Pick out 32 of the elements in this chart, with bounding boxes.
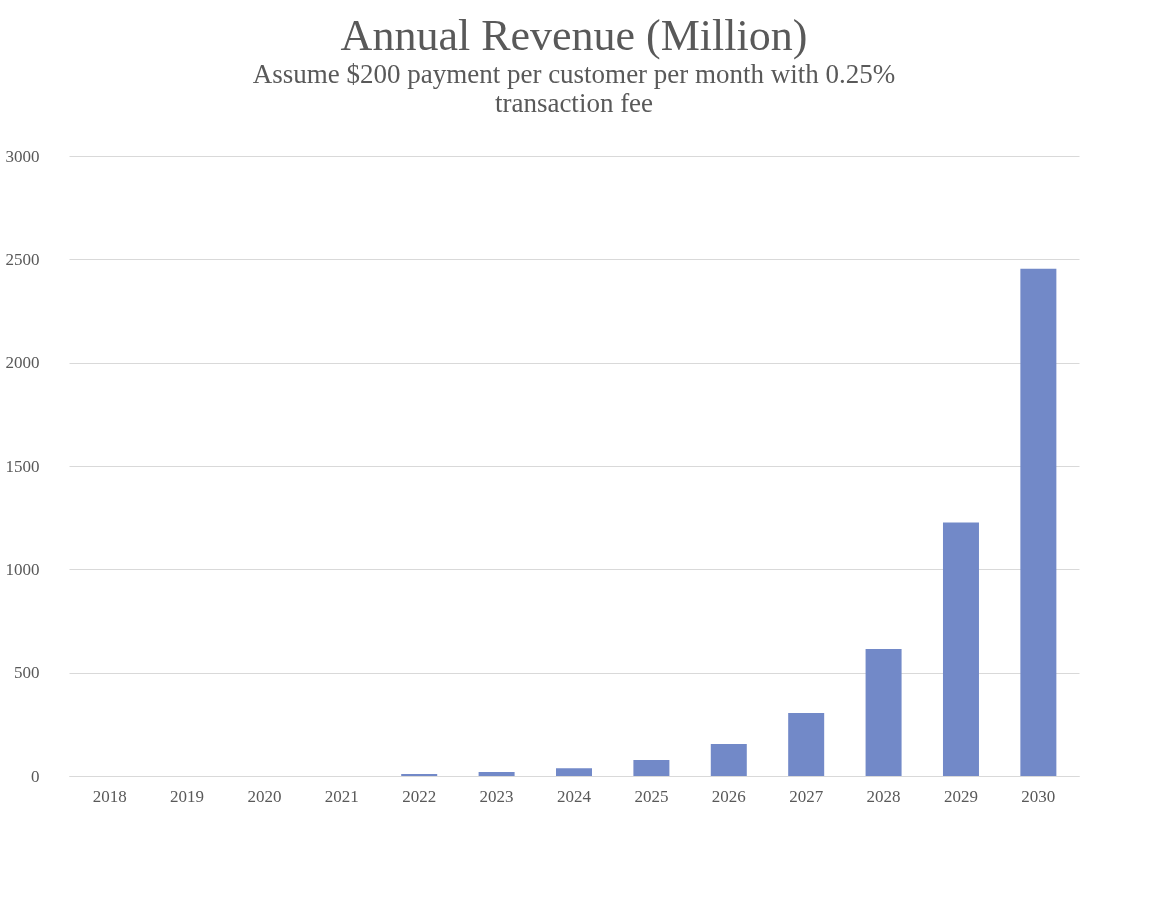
y-tick-label: 2000: [5, 353, 40, 373]
text: Assume $200 payment per customer per month with 0.25%: [252, 59, 896, 89]
x-tick-label: 2020: [247, 786, 282, 806]
text: transaction fee: [494, 88, 654, 118]
y-tick-label: 2500: [5, 249, 40, 269]
y-tick-label: 0: [31, 766, 40, 786]
y-tick-label: 500: [14, 663, 40, 683]
y-tick-label: 3000: [5, 146, 40, 166]
x-tick-label: 2028: [866, 786, 901, 806]
chart-title: Annual Revenue (Million): [340, 11, 808, 60]
bar: [1020, 268, 1057, 776]
y-tick-label: 1000: [5, 559, 40, 579]
bar: [865, 649, 902, 776]
x-tick-label: 2019: [170, 786, 205, 806]
bar: [556, 768, 592, 776]
bar: [942, 522, 979, 776]
bar: [633, 760, 670, 776]
x-tick-label: 2018: [92, 786, 127, 806]
x-tick-label: 2022: [402, 786, 437, 806]
bar: [478, 772, 515, 776]
bar: [401, 773, 438, 776]
bar: [710, 743, 747, 776]
x-tick-label: 2027: [789, 786, 824, 806]
x-tick-label: 2026: [711, 786, 746, 806]
x-tick-label: 2021: [324, 786, 359, 806]
x-tick-label: 2029: [943, 786, 978, 806]
y-tick-label: 1500: [5, 456, 40, 476]
x-tick-label: 2025: [634, 786, 669, 806]
x-tick-label: 2023: [479, 786, 514, 806]
bar: [788, 712, 825, 776]
x-tick-label: 2030: [1021, 786, 1056, 806]
x-tick-label: 2024: [557, 786, 592, 806]
